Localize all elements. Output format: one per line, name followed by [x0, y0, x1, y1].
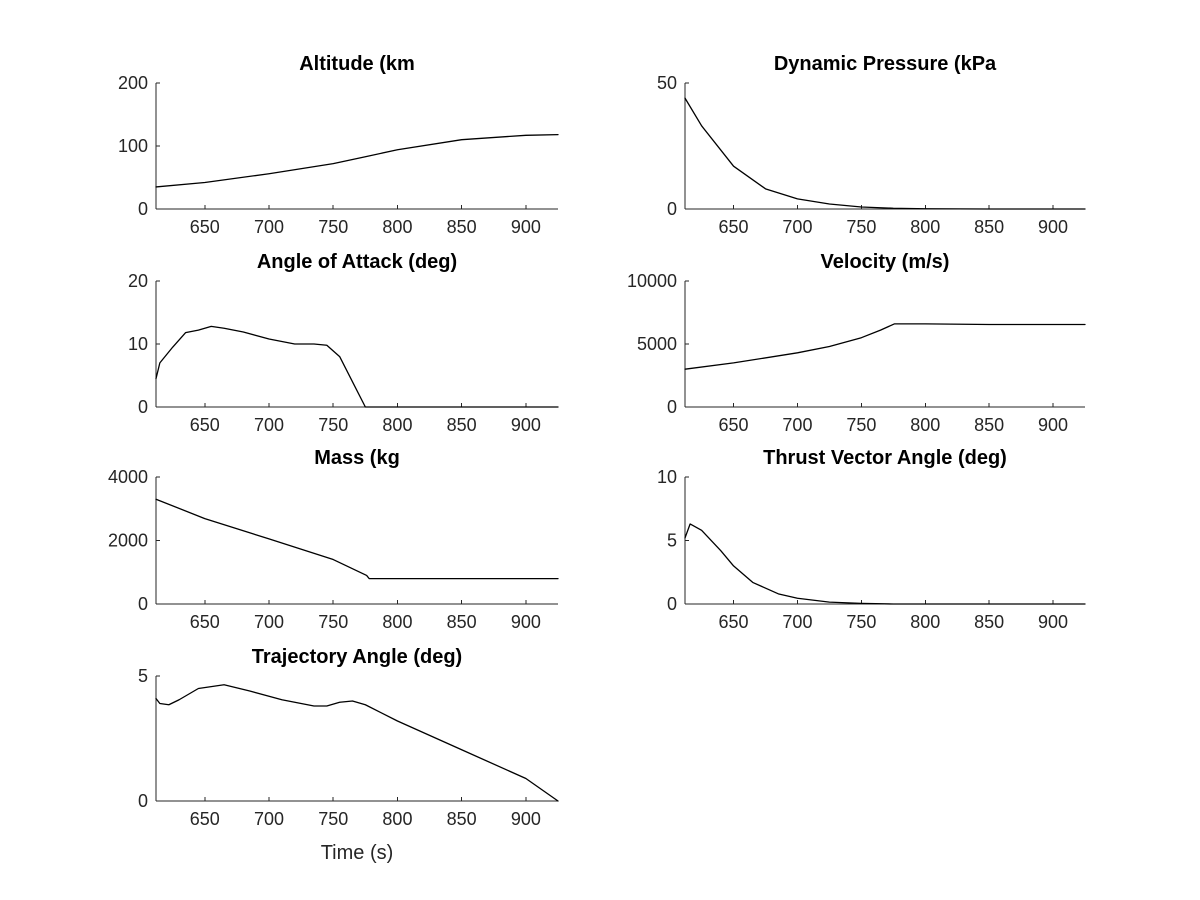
dynamic-pressure-x-tick-label: 750	[846, 217, 876, 237]
velocity-series-line	[684, 323, 1086, 370]
dynamic-pressure-title: Dynamic Pressure (kPa	[774, 53, 997, 75]
velocity-x-tick-label: 700	[782, 415, 812, 435]
angle-of-attack-x-tick-label: 750	[318, 415, 348, 435]
mass-x-tick-label: 700	[254, 612, 284, 632]
angle-of-attack-x-tick-label: 900	[511, 415, 541, 435]
mass-y-tick-label: 4000	[108, 467, 148, 487]
mass-title: Mass (kg	[314, 447, 400, 469]
angle-of-attack-y-tick-label: 20	[128, 271, 148, 291]
velocity-y-tick-label: 10000	[627, 271, 677, 291]
angle-of-attack-series-line	[155, 325, 559, 408]
mass-series-line	[155, 498, 559, 580]
mass-y-tick-label: 0	[138, 594, 148, 614]
angle-of-attack-title: Angle of Attack (deg)	[257, 251, 457, 273]
altitude-series-line	[155, 134, 559, 188]
altitude-x-tick-label: 850	[447, 217, 477, 237]
mass-x-tick-label: 900	[511, 612, 541, 632]
altitude-x-tick-label: 650	[190, 217, 220, 237]
altitude-x-tick-label: 900	[511, 217, 541, 237]
subplot-velocity: 650 700 750 800 850 900 0 5000 10000 Velocity (m/…	[627, 251, 1086, 435]
dynamic-pressure-y-tick-label: 50	[657, 73, 677, 93]
velocity-title: Velocity (m/s)	[821, 251, 950, 273]
altitude-x-tick-label: 750	[318, 217, 348, 237]
dynamic-pressure-y-tick-label: 0	[667, 199, 677, 219]
trajectory-angle-x-tick-label: 900	[511, 809, 541, 829]
angle-of-attack-y-tick-label: 10	[128, 334, 148, 354]
altitude-x-tick-label: 700	[254, 217, 284, 237]
angle-of-attack-x-tick-label: 850	[447, 415, 477, 435]
subplot-trajectory-angle: 650 700 750 800 850 900 0 5 Trajectory Angle (de…	[138, 646, 559, 864]
trajectory-angle-x-tick-label: 650	[190, 809, 220, 829]
trajectory-angle-y-tick-label: 0	[138, 791, 148, 811]
mass-y-tick-label: 2000	[108, 531, 148, 551]
altitude-y-tick-label: 200	[118, 73, 148, 93]
altitude-title: Altitude (km	[299, 53, 415, 75]
altitude-y-tick-label: 0	[138, 199, 148, 219]
thrust-vector-angle-series-line	[684, 523, 1086, 605]
trajectory-angle-x-label: Time (s)	[321, 842, 394, 864]
angle-of-attack-x-tick-label: 700	[254, 415, 284, 435]
thrust-vector-angle-x-tick-label: 750	[846, 612, 876, 632]
thrust-vector-angle-y-tick-label: 5	[667, 531, 677, 551]
thrust-vector-angle-y-tick-label: 10	[657, 467, 677, 487]
trajectory-angle-x-tick-label: 800	[382, 809, 412, 829]
altitude-x-tick-label: 800	[382, 217, 412, 237]
thrust-vector-angle-x-tick-label: 800	[910, 612, 940, 632]
subplot-mass: 650 700 750 800 850 900 0 2000 4000 Mass (kg	[108, 447, 559, 632]
altitude-y-tick-label: 100	[118, 136, 148, 156]
trajectory-angle-series-line	[155, 684, 559, 802]
mass-x-tick-label: 850	[447, 612, 477, 632]
angle-of-attack-x-tick-label: 650	[190, 415, 220, 435]
velocity-y-tick-label: 0	[667, 397, 677, 417]
thrust-vector-angle-y-tick-label: 0	[667, 594, 677, 614]
velocity-x-tick-label: 800	[910, 415, 940, 435]
mass-x-tick-label: 750	[318, 612, 348, 632]
velocity-x-tick-label: 850	[974, 415, 1004, 435]
subplot-dynamic-pressure: 650 700 750 800 850 900 0 50 Dynamic Pressure (k…	[657, 53, 1086, 237]
subplot-angle-of-attack: 650 700 750 800 850 900 0 10 20 Angle of Attack (…	[128, 251, 559, 435]
dynamic-pressure-x-tick-label: 650	[719, 217, 749, 237]
trajectory-angle-x-tick-label: 750	[318, 809, 348, 829]
mass-x-tick-label: 800	[382, 612, 412, 632]
dynamic-pressure-x-tick-label: 850	[974, 217, 1004, 237]
angle-of-attack-y-tick-label: 0	[138, 397, 148, 417]
trajectory-angle-x-tick-label: 850	[447, 809, 477, 829]
velocity-x-tick-label: 650	[719, 415, 749, 435]
dynamic-pressure-x-tick-label: 800	[910, 217, 940, 237]
thrust-vector-angle-x-tick-label: 650	[719, 612, 749, 632]
dynamic-pressure-x-tick-label: 900	[1038, 217, 1068, 237]
velocity-x-tick-label: 750	[846, 415, 876, 435]
trajectory-angle-x-tick-label: 700	[254, 809, 284, 829]
angle-of-attack-x-tick-label: 800	[382, 415, 412, 435]
thrust-vector-angle-title: Thrust Vector Angle (deg)	[763, 447, 1007, 469]
trajectory-angle-y-tick-label: 5	[138, 666, 148, 686]
subplot-thrust-vector-angle: 650 700 750 800 850 900 0 5 10 Thrust Vector Angl…	[657, 447, 1086, 632]
mass-x-tick-label: 650	[190, 612, 220, 632]
thrust-vector-angle-x-tick-label: 850	[974, 612, 1004, 632]
subplot-altitude: 650 700 750 800 850 900 0 100 200 Altitude (km	[118, 53, 559, 237]
dynamic-pressure-series-line	[684, 97, 1086, 210]
velocity-y-tick-label: 5000	[637, 334, 677, 354]
trajectory-angle-title: Trajectory Angle (deg)	[252, 646, 462, 668]
thrust-vector-angle-x-tick-label: 700	[782, 612, 812, 632]
velocity-x-tick-label: 900	[1038, 415, 1068, 435]
thrust-vector-angle-x-tick-label: 900	[1038, 612, 1068, 632]
dynamic-pressure-x-tick-label: 700	[782, 217, 812, 237]
